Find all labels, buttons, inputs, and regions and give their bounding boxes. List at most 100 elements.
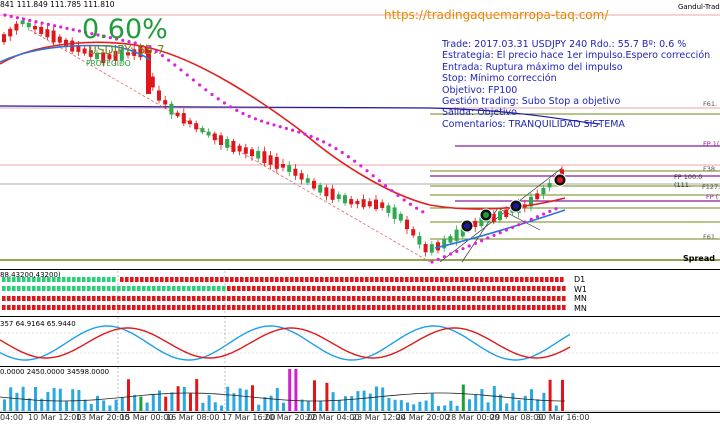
- signal-cell: [532, 305, 536, 310]
- signal-cell: [327, 286, 331, 291]
- time-axis-label: 29 Mar 08:00: [490, 413, 544, 422]
- trade-info-line: Objetivo: FP100: [442, 84, 518, 96]
- candle-body: [274, 156, 279, 169]
- signal-cell: [477, 305, 481, 310]
- signal-cell: [542, 305, 546, 310]
- signal-cell: [215, 277, 219, 282]
- signal-cell: [57, 277, 61, 282]
- signal-cell: [212, 286, 216, 291]
- signal-cell: [262, 286, 266, 291]
- candle-body: [541, 187, 546, 195]
- signal-cell: [367, 305, 371, 310]
- signal-cell: [482, 286, 486, 291]
- sar-dot: [198, 83, 202, 87]
- signal-cell: [322, 305, 326, 310]
- volume-bar: [145, 402, 149, 411]
- signal-cell: [410, 277, 414, 282]
- signal-cell: [392, 305, 396, 310]
- signal-cell: [342, 296, 346, 301]
- volume-bar: [226, 386, 230, 411]
- volume-bar: [300, 399, 304, 411]
- signal-cell: [157, 296, 161, 301]
- signal-cell: [557, 296, 561, 301]
- ema-blue-line: [434, 209, 566, 249]
- signal-cell: [247, 286, 251, 291]
- signal-cell: [192, 305, 196, 310]
- sar-dot: [353, 159, 357, 163]
- volume-bar: [220, 405, 223, 411]
- signal-cell: [172, 296, 176, 301]
- signal-cell: [507, 305, 511, 310]
- volume-bar: [443, 405, 447, 411]
- sar-dot: [40, 21, 44, 25]
- volume-bar: [182, 386, 186, 411]
- candle-body: [535, 193, 540, 200]
- signal-cell: [152, 286, 156, 291]
- price-chart[interactable]: [0, 0, 720, 268]
- signal-cell: [47, 277, 51, 282]
- signal-cell: [405, 277, 409, 282]
- signal-cell: [362, 305, 366, 310]
- signal-cell: [32, 305, 36, 310]
- candle-body: [498, 211, 502, 221]
- signal-cell: [87, 277, 91, 282]
- oscillator-label: 357 64.9164 65.9440: [0, 320, 76, 328]
- volume-bar: [368, 393, 372, 411]
- signal-cell: [232, 286, 236, 291]
- signal-cell: [112, 286, 116, 291]
- signal-cell: [145, 277, 149, 282]
- website-url[interactable]: https://tradingaquemarropa-taq.com/: [384, 8, 609, 22]
- signal-cell: [347, 286, 351, 291]
- candle-body: [380, 202, 385, 208]
- volume-bar: [232, 393, 236, 411]
- signal-cell: [317, 286, 321, 291]
- volume-bar: [468, 399, 471, 411]
- sar-dot: [548, 209, 552, 213]
- signal-cell: [397, 286, 401, 291]
- candle-body: [411, 229, 416, 236]
- time-axis-label: 15 Mar 00:00: [120, 413, 174, 422]
- sma-line: [0, 105, 431, 109]
- volume-bar: [511, 393, 515, 411]
- signal-cell: [122, 305, 126, 310]
- signal-cell: [295, 277, 299, 282]
- volume-bar: [288, 369, 292, 411]
- signal-cell: [37, 286, 41, 291]
- time-axis-label: 13 Mar 20:00: [76, 413, 130, 422]
- signal-cell: [227, 296, 231, 301]
- signal-cell: [357, 305, 361, 310]
- signal-cell: [487, 286, 491, 291]
- signal-cell: [297, 286, 301, 291]
- volume-bar: [201, 402, 205, 411]
- signal-cell: [220, 277, 224, 282]
- signal-cell: [152, 296, 156, 301]
- volume-bar: [393, 399, 397, 411]
- signal-cell: [47, 286, 51, 291]
- signal-cell: [522, 305, 526, 310]
- signal-cell: [217, 305, 221, 310]
- signal-cell: [352, 296, 356, 301]
- symbol-name: Gandul-Trad: [678, 3, 720, 11]
- sar-dot: [328, 143, 332, 147]
- candle-body: [157, 90, 161, 101]
- signal-cell: [522, 296, 526, 301]
- signal-cell: [222, 296, 226, 301]
- signal-cell: [527, 286, 531, 291]
- sar-dot: [121, 38, 125, 42]
- sar-dot: [108, 36, 112, 40]
- signal-cell: [422, 286, 426, 291]
- candle-body: [343, 195, 347, 204]
- volume-bar: [344, 396, 347, 411]
- signal-cell: [535, 277, 539, 282]
- signal-cell: [430, 277, 434, 282]
- signal-cell: [557, 286, 561, 291]
- signal-cell: [242, 305, 246, 310]
- signal-cell: [32, 286, 36, 291]
- signal-cell: [52, 305, 56, 310]
- signal-cell: [347, 296, 351, 301]
- signal-cell: [437, 305, 441, 310]
- volume-bar: [437, 405, 440, 411]
- volume-bar: [251, 385, 254, 411]
- sar-dot: [492, 233, 496, 237]
- signal-cell: [342, 305, 346, 310]
